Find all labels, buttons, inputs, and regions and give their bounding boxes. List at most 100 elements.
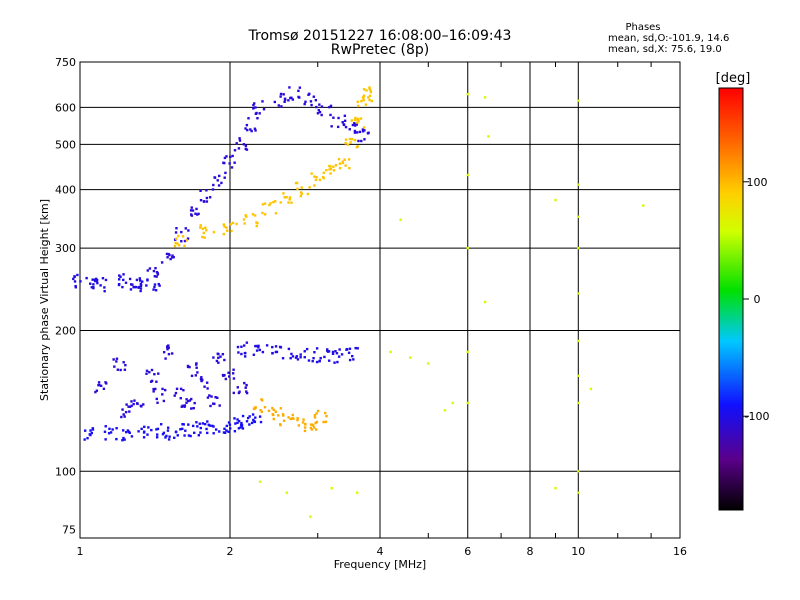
data-point	[254, 344, 257, 348]
data-point	[274, 200, 277, 203]
data-point	[167, 346, 170, 350]
data-point	[250, 421, 254, 425]
data-point	[92, 286, 95, 289]
data-point	[258, 112, 261, 115]
data-point	[341, 161, 345, 165]
data-point	[90, 286, 94, 289]
data-point	[311, 423, 314, 426]
data-point	[294, 356, 298, 359]
data-point	[577, 183, 580, 186]
data-point	[368, 98, 371, 102]
data-point	[104, 438, 107, 441]
data-point	[189, 209, 193, 212]
data-point	[146, 279, 149, 282]
data-point	[153, 372, 156, 376]
phase-stats-o: mean, sd,O:-101.9, 14.6	[608, 33, 730, 44]
data-point	[346, 143, 350, 146]
data-point	[115, 427, 118, 430]
data-point	[201, 227, 205, 230]
data-point	[251, 213, 255, 216]
data-point	[150, 368, 154, 372]
data-point	[269, 202, 272, 205]
data-point	[193, 401, 196, 405]
data-point	[285, 491, 288, 494]
data-point	[157, 282, 160, 286]
data-point	[245, 420, 249, 423]
data-point	[357, 120, 360, 123]
data-point	[343, 119, 347, 123]
data-point	[252, 103, 255, 107]
data-point	[310, 172, 313, 175]
data-point	[291, 413, 294, 417]
data-point	[177, 234, 180, 238]
data-point	[274, 345, 278, 348]
data-point	[76, 273, 79, 277]
data-point	[166, 344, 169, 348]
data-point	[199, 426, 202, 430]
data-point	[117, 278, 121, 281]
data-point	[296, 417, 299, 420]
data-point	[184, 429, 187, 432]
data-point	[190, 374, 194, 378]
x-tick-label: 10	[571, 545, 585, 558]
data-point	[337, 116, 340, 120]
data-point	[282, 192, 285, 195]
data-point	[172, 255, 175, 259]
data-point	[225, 429, 228, 432]
data-point	[101, 276, 105, 280]
data-point	[297, 424, 301, 427]
data-point	[312, 426, 316, 429]
data-point	[354, 116, 357, 120]
data-point	[254, 416, 257, 419]
data-point	[91, 428, 95, 431]
data-point	[315, 412, 318, 415]
data-point	[305, 347, 309, 351]
data-point	[231, 154, 234, 158]
data-point	[127, 405, 130, 408]
data-point	[308, 186, 311, 189]
data-point	[196, 425, 199, 428]
data-point	[306, 192, 310, 196]
data-point	[253, 407, 257, 410]
colorbar-label: [deg]	[716, 71, 751, 86]
data-point	[353, 139, 357, 142]
data-point	[155, 433, 159, 436]
data-point	[299, 191, 303, 194]
data-point	[221, 352, 225, 356]
data-point	[254, 106, 257, 109]
data-point	[145, 369, 149, 372]
data-point	[313, 175, 316, 178]
data-point	[142, 436, 146, 439]
data-point	[190, 206, 193, 209]
data-point	[353, 129, 357, 133]
data-point	[163, 388, 167, 392]
phase-stats-x: mean, sd,X: 75.6, 19.0	[608, 44, 722, 55]
data-point	[360, 139, 363, 143]
data-point	[309, 423, 313, 426]
data-point	[483, 96, 487, 99]
data-point	[148, 371, 151, 374]
data-point	[196, 213, 199, 216]
data-point	[225, 424, 228, 428]
data-point	[195, 366, 198, 369]
data-point	[466, 350, 469, 354]
data-point	[362, 94, 366, 97]
data-point	[124, 410, 128, 414]
data-point	[168, 435, 171, 438]
data-point	[325, 415, 328, 418]
colorbar-tick-label: -100	[745, 410, 770, 423]
data-point	[589, 387, 593, 391]
data-point	[219, 355, 222, 358]
data-point	[214, 428, 218, 431]
data-point	[199, 431, 202, 434]
data-point	[230, 166, 234, 169]
data-point	[261, 350, 265, 354]
data-point	[167, 438, 171, 441]
data-point	[187, 423, 190, 426]
data-point	[368, 86, 371, 89]
data-point	[103, 290, 106, 293]
data-point	[213, 176, 216, 179]
data-point	[146, 269, 149, 272]
data-point	[326, 348, 329, 351]
data-point	[282, 419, 286, 422]
